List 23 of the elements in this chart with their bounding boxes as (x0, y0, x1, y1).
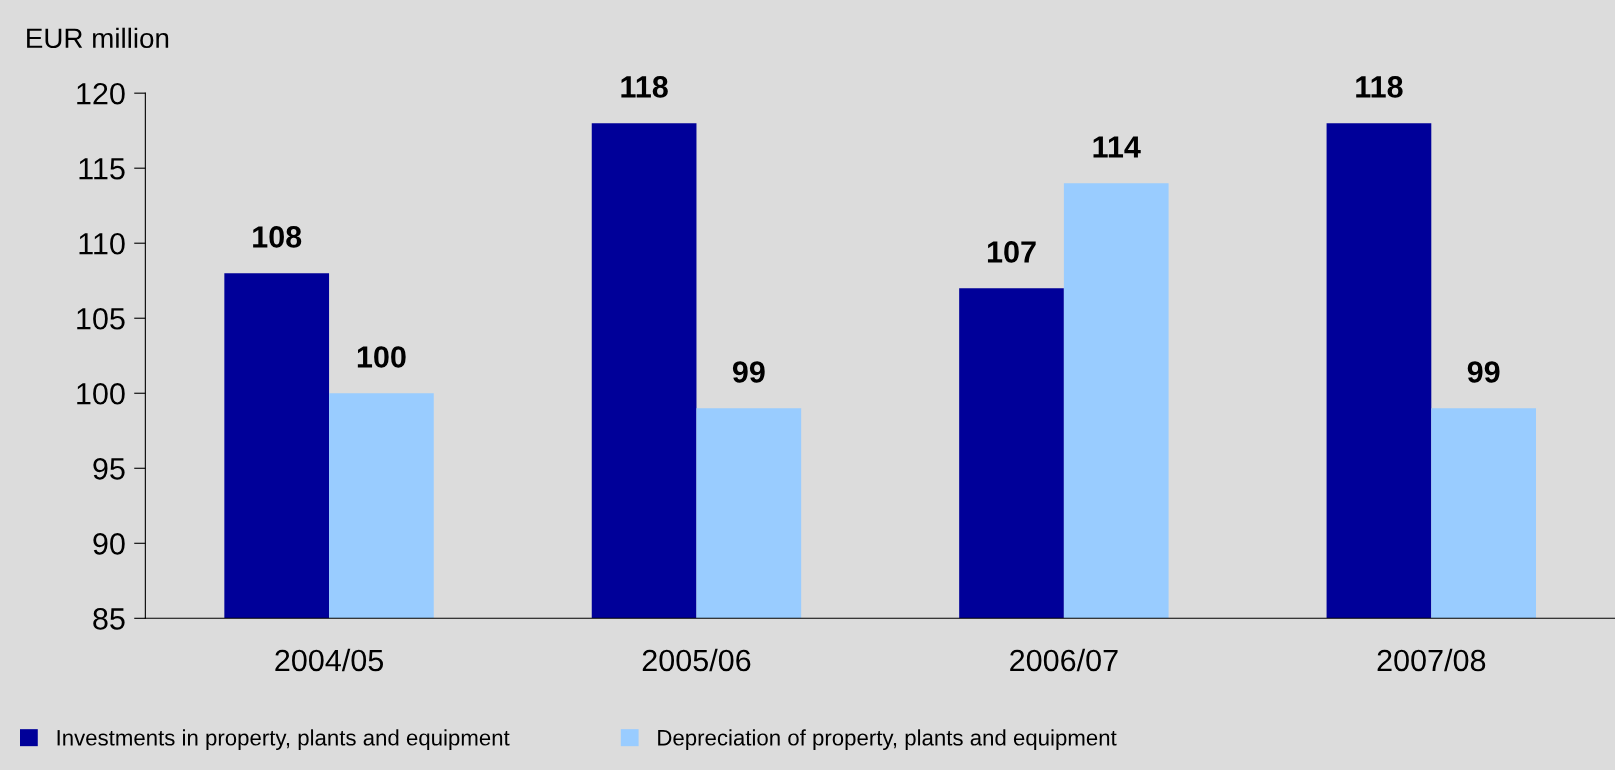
y-tick-label: 110 (79, 232, 125, 255)
x-tick-label: 2004/05 (275, 648, 384, 672)
legend-label: Depreciation of property, plants and equipment (658, 729, 1117, 750)
y-tick-label: 115 (79, 158, 125, 180)
data-label: 100 (357, 346, 406, 368)
y-tick-label: 105 (77, 307, 125, 330)
x-tick-label: 2005/06 (642, 648, 751, 672)
y-tick-label: 100 (77, 382, 125, 405)
data-label: 107 (987, 241, 1036, 263)
y-tick-label: 95 (93, 458, 125, 480)
x-tick-label: 2006/07 (1010, 648, 1118, 672)
y-tick-label: 120 (77, 82, 125, 105)
y-axis-title: EUR million (27, 27, 169, 49)
y-tick-label: 85 (93, 608, 125, 630)
legend-label: Investments in property, plants and equipment (57, 729, 510, 750)
data-label: 118 (1356, 76, 1403, 98)
data-label: 99 (732, 361, 765, 383)
data-label: 118 (621, 76, 668, 98)
y-tick-label: 90 (93, 533, 125, 555)
data-label: 108 (253, 226, 302, 248)
x-tick-label: 2007/08 (1377, 648, 1486, 672)
data-label: 114 (1093, 136, 1141, 158)
data-label: 99 (1467, 361, 1500, 383)
